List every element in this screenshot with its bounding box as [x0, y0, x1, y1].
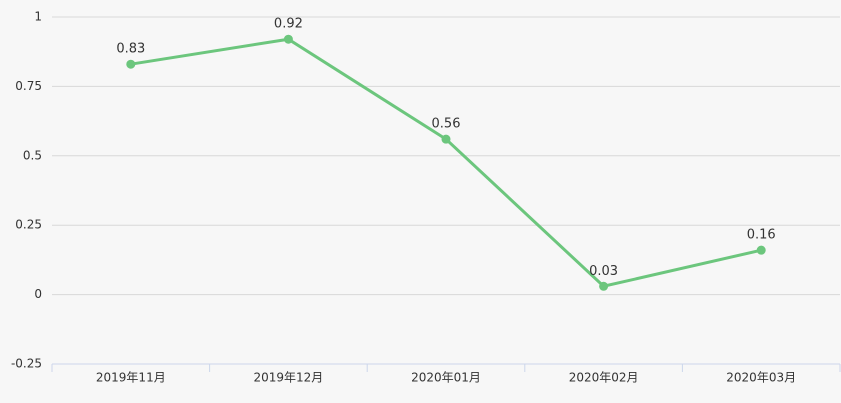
data-label: 0.16 — [747, 228, 776, 243]
x-tick-label: 2019年12月 — [253, 371, 323, 385]
y-tick-label: 0.5 — [23, 148, 42, 162]
point — [283, 34, 293, 44]
data-label: 0.83 — [116, 42, 145, 57]
data-label: 0.03 — [589, 264, 618, 279]
x-tick-label: 2020年03月 — [726, 371, 796, 385]
x-tick-label: 2020年01月 — [411, 371, 481, 385]
data-label: 0.92 — [274, 17, 303, 32]
y-tick-label: -0.25 — [11, 357, 42, 371]
x-tick-label: 2019年11月 — [96, 371, 166, 385]
y-tick-label: 1 — [34, 10, 42, 24]
y-tick-label: 0 — [34, 287, 42, 301]
y-tick-label: 0.25 — [15, 218, 42, 232]
point — [599, 281, 609, 291]
point — [126, 59, 136, 69]
data-label: 0.56 — [432, 117, 461, 132]
point — [756, 245, 766, 255]
point — [441, 134, 451, 144]
x-tick-label: 2020年02月 — [569, 371, 639, 385]
y-tick-label: 0.75 — [15, 79, 42, 93]
